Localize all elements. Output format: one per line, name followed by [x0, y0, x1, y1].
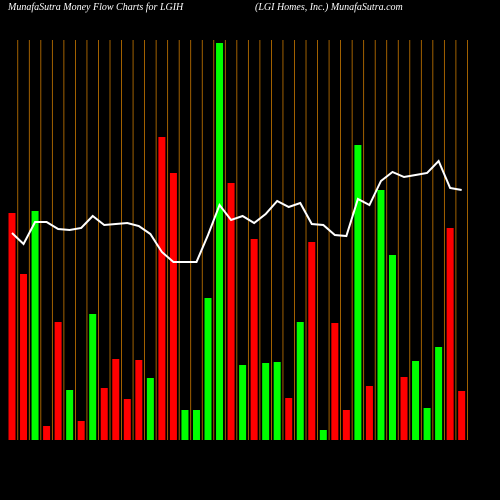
bar — [158, 137, 166, 440]
bar — [308, 242, 316, 440]
bar — [239, 365, 247, 440]
bar — [66, 390, 74, 440]
bar — [181, 410, 189, 440]
bar — [458, 391, 466, 440]
bar — [285, 398, 293, 440]
bar — [204, 298, 212, 440]
chart-title: MunafaSutra Money Flow Charts for LGIH — [7, 2, 184, 13]
bar — [331, 323, 339, 440]
bar — [146, 378, 154, 440]
bar — [423, 408, 431, 440]
bar — [354, 145, 362, 440]
bar — [8, 213, 16, 440]
bar — [216, 43, 224, 440]
bar — [192, 410, 200, 440]
bar — [319, 430, 327, 440]
bar — [31, 211, 39, 440]
bar — [342, 410, 350, 440]
bar — [273, 362, 281, 440]
bar — [388, 255, 396, 440]
bar — [227, 183, 235, 440]
bar — [20, 274, 28, 440]
bar — [77, 421, 85, 440]
bar — [89, 314, 97, 440]
bar — [435, 347, 443, 440]
bar — [400, 377, 408, 440]
bar — [100, 388, 108, 440]
bar — [412, 361, 420, 440]
bar — [54, 322, 62, 440]
bar — [112, 359, 120, 440]
bar — [250, 239, 258, 440]
bar — [123, 399, 131, 440]
bar — [43, 426, 51, 440]
bar — [446, 228, 454, 440]
money-flow-line — [11, 159, 462, 263]
bar — [296, 322, 304, 440]
chart-subtitle: (LGI Homes, Inc.) MunafaSutra.com — [255, 2, 403, 13]
bar — [262, 363, 270, 440]
bar — [135, 360, 143, 440]
bar — [169, 173, 177, 440]
bar — [377, 190, 385, 440]
bar — [365, 386, 373, 440]
